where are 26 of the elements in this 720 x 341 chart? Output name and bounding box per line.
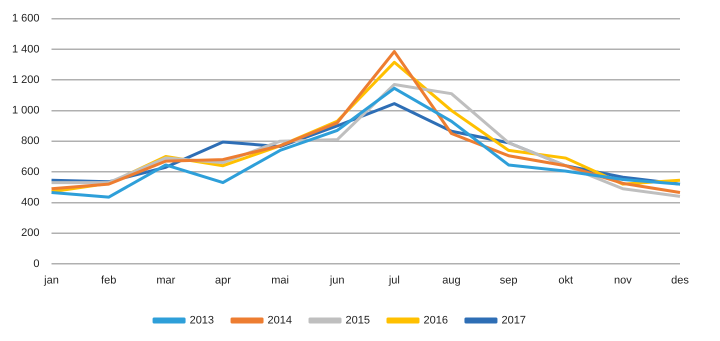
x-tick-label: jul	[388, 274, 400, 286]
y-tick-label: 800	[21, 135, 40, 148]
x-tick-label: aug	[442, 274, 461, 286]
x-tick-label: des	[671, 274, 690, 286]
legend-label: 2014	[268, 314, 292, 327]
y-tick-label: 1 400	[12, 43, 40, 56]
x-tick-label: mai	[271, 274, 289, 286]
legend-label: 2017	[501, 314, 526, 327]
y-tick-label: 1 000	[12, 104, 40, 117]
y-tick-label: 600	[21, 166, 40, 178]
legend-label: 2015	[346, 314, 370, 327]
x-tick-label: apr	[214, 274, 232, 286]
y-tick-label: 1 200	[12, 74, 40, 86]
x-tick-label: jan	[43, 274, 59, 286]
x-tick-label: mar	[156, 274, 176, 286]
y-tick-label: 1 600	[12, 12, 40, 25]
x-tick-label: nov	[614, 274, 632, 286]
y-tick-label: 0	[33, 258, 40, 270]
y-tick-label: 200	[21, 227, 40, 240]
x-tick-label: jun	[328, 274, 345, 286]
legend-label: 2013	[190, 314, 214, 327]
x-tick-label: okt	[558, 274, 574, 286]
legend-label: 2016	[423, 314, 448, 327]
x-tick-label: feb	[101, 274, 116, 286]
y-tick-label: 400	[21, 196, 40, 209]
x-tick-label: sep	[500, 274, 518, 286]
